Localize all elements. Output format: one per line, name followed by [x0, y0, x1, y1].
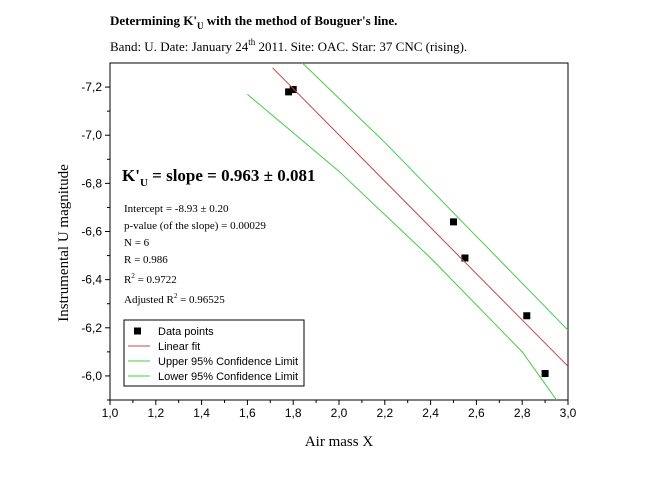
- y-tick-label: -6,4: [81, 273, 102, 287]
- series-line-2: [302, 63, 568, 331]
- y-tick-label: -7,0: [81, 128, 102, 142]
- chart-subtitle: Band: U. Date: January 24th 2011. Site: …: [110, 37, 467, 54]
- legend: Data points Linear fit Upper 95% Confidenc…: [123, 319, 305, 387]
- y-tick-label: -6,6: [81, 225, 102, 239]
- legend-label: Lower 95% Confidence Limit: [158, 371, 298, 383]
- r2-text: R2 = 0.9722: [124, 272, 177, 286]
- y-axis-ticks: -6,0 -6,2 -6,4 -6,6 -6,8 -7,0 -7,2: [81, 80, 110, 401]
- series-line-3: [247, 93, 557, 400]
- x-tick-label: 2,8: [514, 406, 531, 420]
- x-tick-label: 1,4: [193, 406, 210, 420]
- y-tick-label: -6,8: [81, 176, 102, 190]
- data-point: [523, 312, 531, 320]
- intercept-text: Intercept = -8.93 ± 0.20: [124, 203, 229, 215]
- legend-point-swatch: [134, 327, 141, 335]
- y-tick-label: -6,0: [81, 369, 102, 383]
- x-tick-label: 2,4: [422, 406, 439, 420]
- x-tick-label: 3,0: [560, 406, 577, 420]
- x-tick-label: 1,8: [285, 406, 302, 420]
- legend-label: Linear fit: [158, 341, 200, 353]
- n-text: N = 6: [124, 237, 150, 249]
- data-point: [285, 88, 293, 96]
- data-point: [450, 218, 457, 226]
- slope-annotation: K'U = slope = 0.963 ± 0.081: [122, 166, 315, 189]
- x-axis-ticks: 1,0 1,2 1,4 1,6 1,8 2,0 2,2 2,4 2,6 2,8 3,0: [102, 400, 577, 420]
- data-point: [461, 254, 469, 262]
- x-tick-label: 2,6: [468, 406, 485, 420]
- x-tick-label: 2,0: [331, 406, 348, 420]
- x-tick-label: 1,2: [147, 406, 164, 420]
- x-tick-label: 1,0: [102, 406, 119, 420]
- y-axis-label: Instrumental U magnitude: [56, 164, 72, 322]
- data-point: [541, 370, 549, 378]
- x-tick-label: 1,6: [239, 406, 256, 420]
- legend-label: Data points: [158, 326, 214, 338]
- chart-title: Determining K'U with the method of Bougu…: [110, 13, 397, 31]
- adj-r2-text: Adjusted R2 = 0.96525: [124, 292, 225, 306]
- y-tick-label: -7,2: [81, 80, 102, 94]
- x-axis-label: Air mass X: [305, 434, 373, 450]
- x-tick-label: 2,2: [376, 406, 393, 420]
- series-line-1: [272, 67, 568, 367]
- data-point: [289, 85, 297, 93]
- legend-box: [123, 319, 305, 387]
- r-text: R = 0.986: [124, 254, 168, 266]
- legend-label: Upper 95% Confidence Limit: [158, 356, 298, 368]
- series-layer: [247, 63, 568, 400]
- pvalue-text: p-value (of the slope) = 0.00029: [124, 220, 266, 232]
- y-tick-label: -6,2: [81, 321, 102, 335]
